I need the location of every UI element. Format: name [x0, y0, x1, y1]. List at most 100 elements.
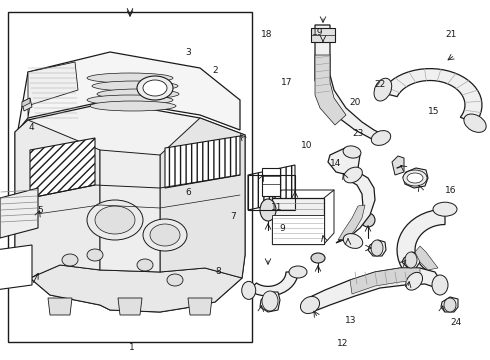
Polygon shape [28, 62, 78, 118]
Bar [248, 175, 295, 210]
Text: 3: 3 [186, 48, 192, 57]
Ellipse shape [464, 114, 486, 132]
Polygon shape [118, 298, 142, 315]
Polygon shape [0, 245, 32, 290]
Text: 2: 2 [213, 66, 219, 75]
Polygon shape [22, 98, 32, 111]
Polygon shape [381, 69, 482, 123]
Ellipse shape [432, 275, 448, 295]
Ellipse shape [167, 274, 183, 286]
Text: 8: 8 [215, 267, 221, 276]
Ellipse shape [62, 254, 78, 266]
Ellipse shape [407, 173, 423, 183]
Ellipse shape [444, 298, 456, 312]
Ellipse shape [87, 249, 103, 261]
Ellipse shape [143, 80, 167, 96]
Ellipse shape [311, 253, 325, 263]
Bar [8, 12, 252, 342]
Text: 9: 9 [279, 224, 285, 233]
Text: 5: 5 [37, 206, 43, 215]
Ellipse shape [137, 76, 173, 100]
Text: 10: 10 [300, 141, 312, 150]
Polygon shape [165, 136, 240, 188]
Polygon shape [188, 298, 212, 315]
Polygon shape [30, 138, 95, 198]
Polygon shape [0, 188, 38, 238]
Polygon shape [15, 120, 100, 278]
Bar [272, 215, 324, 244]
Polygon shape [415, 246, 438, 270]
Polygon shape [160, 118, 245, 278]
Polygon shape [338, 205, 365, 240]
Text: 24: 24 [450, 318, 461, 327]
Polygon shape [403, 168, 428, 188]
Text: 22: 22 [374, 80, 385, 89]
Text: 13: 13 [344, 316, 356, 325]
Text: 16: 16 [445, 186, 457, 195]
Polygon shape [248, 165, 295, 210]
Text: 1: 1 [129, 343, 135, 352]
Polygon shape [315, 55, 346, 125]
Ellipse shape [87, 200, 143, 240]
Polygon shape [392, 156, 404, 175]
Ellipse shape [150, 224, 180, 246]
Polygon shape [441, 297, 458, 312]
Ellipse shape [406, 273, 422, 290]
Ellipse shape [242, 282, 256, 300]
Text: 20: 20 [349, 98, 361, 107]
Ellipse shape [361, 213, 375, 227]
Ellipse shape [371, 240, 383, 256]
Polygon shape [402, 252, 420, 268]
Text: 21: 21 [445, 30, 457, 39]
Polygon shape [315, 25, 382, 142]
Text: 12: 12 [337, 339, 349, 348]
Polygon shape [308, 268, 440, 312]
Ellipse shape [343, 167, 362, 183]
Polygon shape [48, 298, 72, 315]
Ellipse shape [343, 234, 363, 248]
Ellipse shape [143, 219, 187, 251]
Ellipse shape [87, 95, 173, 105]
Ellipse shape [343, 146, 361, 158]
Ellipse shape [405, 252, 417, 268]
Text: 19: 19 [312, 28, 323, 37]
Text: 6: 6 [186, 188, 192, 197]
Text: 18: 18 [261, 30, 273, 39]
Polygon shape [15, 102, 245, 312]
Ellipse shape [433, 202, 457, 216]
Polygon shape [249, 272, 298, 296]
Text: 4: 4 [29, 123, 35, 132]
Ellipse shape [289, 266, 307, 278]
Text: 15: 15 [428, 107, 440, 116]
Bar [311, 28, 335, 42]
Ellipse shape [87, 73, 173, 83]
Polygon shape [368, 240, 386, 256]
Polygon shape [100, 150, 160, 272]
Polygon shape [260, 292, 280, 312]
Polygon shape [30, 265, 242, 312]
Polygon shape [350, 268, 420, 294]
Ellipse shape [260, 199, 276, 221]
Bar [262, 168, 280, 196]
Polygon shape [22, 98, 30, 107]
Ellipse shape [300, 296, 319, 314]
Ellipse shape [92, 81, 178, 91]
Text: 7: 7 [230, 212, 236, 220]
Text: 11: 11 [271, 202, 283, 211]
Polygon shape [328, 148, 360, 175]
Ellipse shape [262, 291, 278, 311]
Polygon shape [18, 52, 240, 130]
Bar [272, 198, 324, 244]
Ellipse shape [137, 259, 153, 271]
Ellipse shape [95, 206, 135, 234]
Text: 14: 14 [330, 159, 342, 168]
Polygon shape [336, 172, 375, 243]
Ellipse shape [97, 89, 179, 99]
Polygon shape [397, 209, 445, 281]
Text: 23: 23 [352, 129, 364, 138]
Ellipse shape [371, 131, 391, 145]
Ellipse shape [374, 78, 392, 101]
Ellipse shape [90, 101, 176, 111]
Text: 17: 17 [281, 78, 293, 87]
Ellipse shape [403, 170, 427, 186]
